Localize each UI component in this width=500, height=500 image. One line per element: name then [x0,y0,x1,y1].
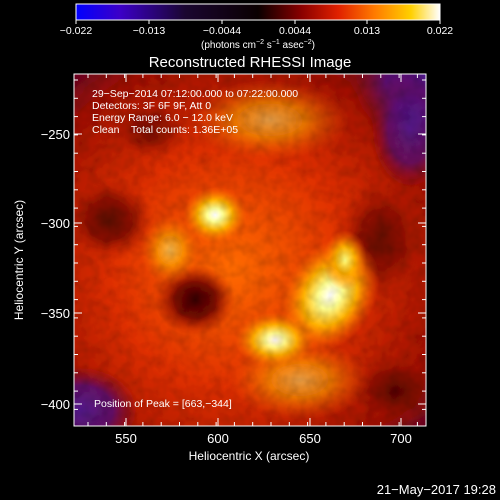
x-tick-label: 550 [115,431,137,446]
y-axis-label: Heliocentric Y (arcsec) [12,200,26,320]
info-line-clean: Clean Total counts: 1.36E+05 [92,124,238,136]
y-tick-label: −400 [41,397,70,412]
colorbar-tick-label: −0.013 [133,25,166,37]
colorbar [75,3,441,21]
y-tick-label: −350 [41,306,70,321]
y-tick-labels: −250 −300 −350 −400 [41,127,70,412]
y-tick-label: −250 [41,127,70,142]
colorbar-tick-label: 0.022 [427,25,453,37]
colorbar-ticks [75,20,441,24]
colorbar-tick-label: 0.0044 [279,25,311,37]
y-tick-label: −300 [41,216,70,231]
info-line-time: 29−Sep−2014 07:12:00.000 to 07:22:00.000 [92,88,298,100]
plot-title: Reconstructed RHESSI Image [149,54,352,71]
x-axis-label: Heliocentric X (arcsec) [189,449,310,463]
info-peak: Position of Peak = [663,−344] [94,398,232,410]
x-tick-label: 650 [299,431,321,446]
info-line-detectors: Detectors: 3F 6F 9F, Att 0 [92,100,211,112]
info-text: 29−Sep−2014 07:12:00.000 to 07:22:00.000… [92,88,298,410]
colorbar-tick-label: −0.022 [60,25,93,37]
colorbar-tick-labels: −0.022 −0.013 −0.0044 0.0044 0.013 0.022 [60,25,454,37]
footer-timestamp: 21−May−2017 19:28 [377,482,496,497]
colorbar-tick-label: 0.013 [354,25,380,37]
plot-frame [73,73,427,427]
x-tick-label: 600 [207,431,229,446]
colorbar-tick-label: −0.0044 [203,25,241,37]
axis-ticks [74,74,426,426]
x-tick-label: 700 [390,431,412,446]
x-tick-labels: 550 600 650 700 [115,431,412,446]
rhessi-image [74,74,426,426]
colorbar-unit: (photons cm−2 s−1 asec−2) [201,39,315,51]
info-line-energy: Energy Range: 6.0 − 12.0 keV [92,112,233,124]
